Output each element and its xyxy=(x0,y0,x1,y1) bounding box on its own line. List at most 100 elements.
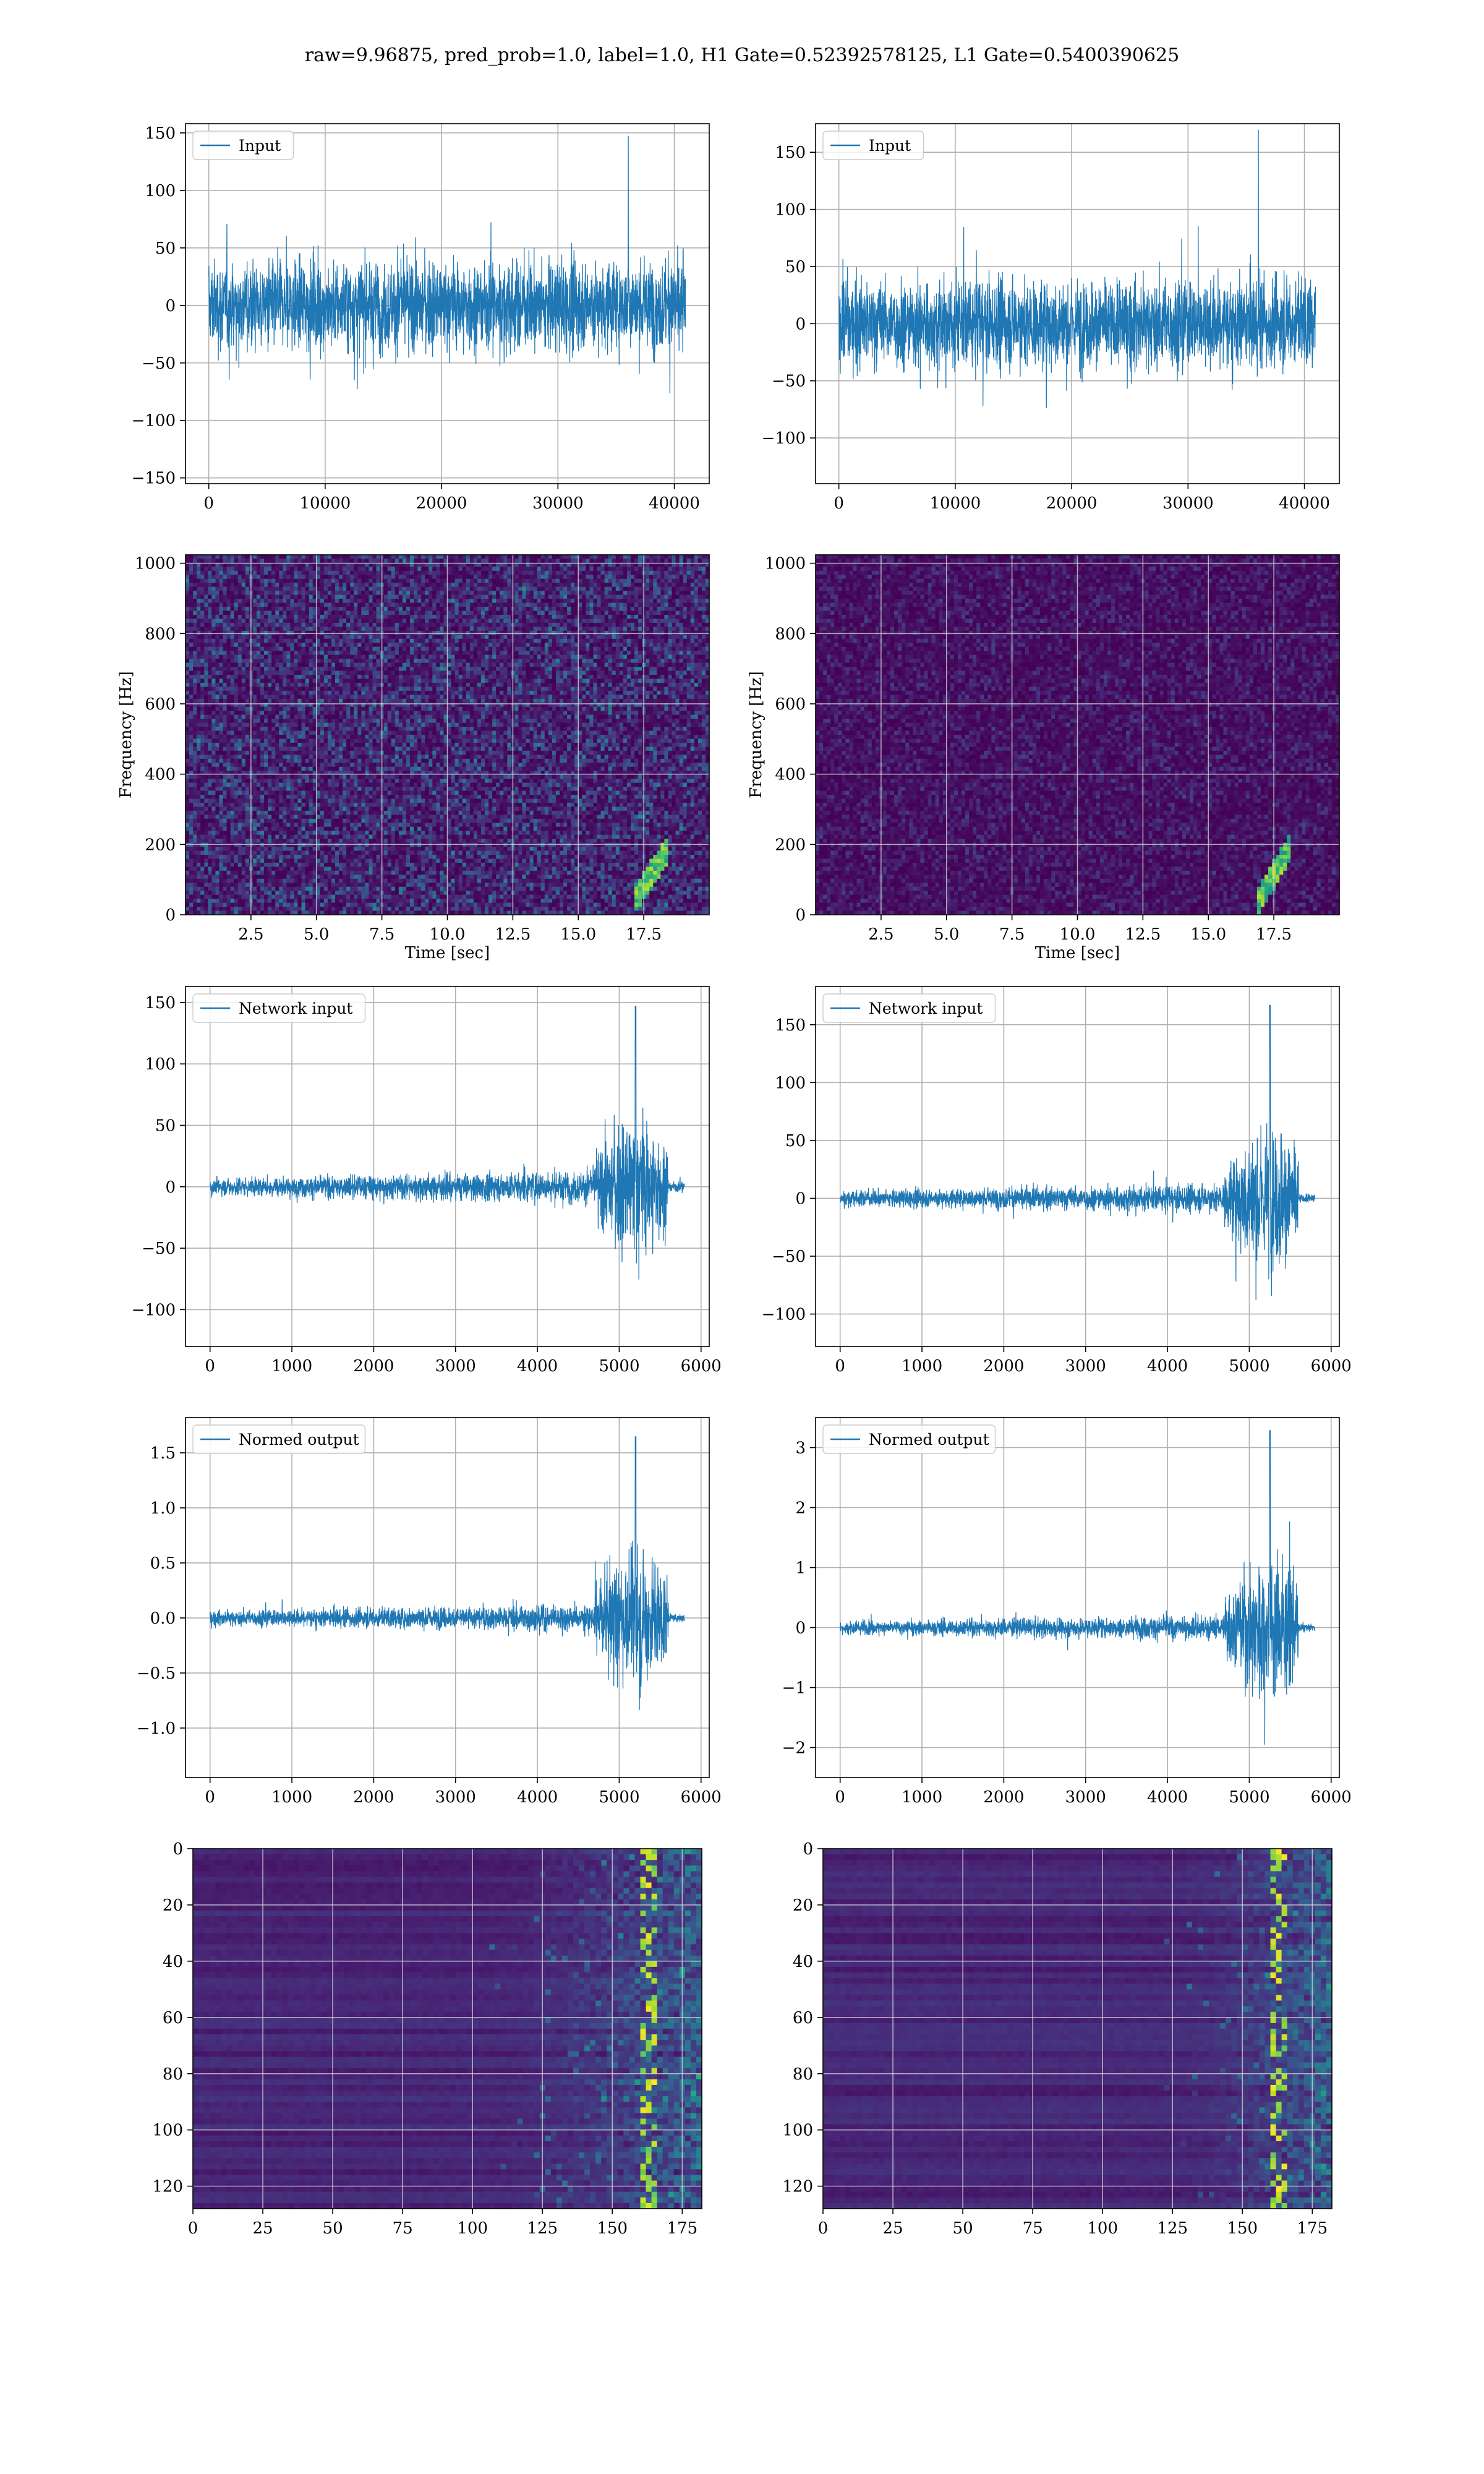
heatmap-cell xyxy=(567,610,571,615)
heatmap-cell xyxy=(664,643,669,648)
heatmap-cell xyxy=(657,638,661,643)
heatmap-cell xyxy=(275,687,279,691)
heatmap-cell xyxy=(462,659,467,664)
heatmap-cell xyxy=(320,627,325,631)
heatmap-cell xyxy=(492,555,497,560)
heatmap-cell xyxy=(571,594,575,599)
heatmap-cell xyxy=(361,659,365,664)
heatmap-cell xyxy=(230,562,235,567)
heatmap-cell xyxy=(683,602,688,607)
heatmap-cell xyxy=(518,682,523,687)
heatmap-cell xyxy=(219,630,224,635)
heatmap-cell xyxy=(462,635,467,640)
heatmap-cell xyxy=(279,599,283,604)
heatmap-cell xyxy=(544,682,549,687)
heatmap-cell xyxy=(215,659,220,664)
heatmap-cell xyxy=(432,586,437,591)
heatmap-cell xyxy=(597,670,602,675)
heatmap-cell xyxy=(429,635,433,640)
heatmap-cell xyxy=(297,599,302,604)
legend: Input xyxy=(192,131,294,160)
heatmap-cell xyxy=(294,638,299,643)
heatmap-cell xyxy=(339,643,343,648)
heatmap-cell xyxy=(690,618,695,623)
heatmap-cell xyxy=(626,635,631,640)
heatmap-cell xyxy=(612,630,616,635)
heatmap-cell xyxy=(279,662,283,667)
heatmap-cell xyxy=(290,567,295,571)
heatmap-cell xyxy=(204,607,208,612)
heatmap-cell xyxy=(701,578,706,583)
heatmap-cell xyxy=(256,575,261,580)
heatmap-cell xyxy=(223,599,228,604)
heatmap-cell xyxy=(600,555,605,560)
heatmap-cell xyxy=(582,607,586,612)
heatmap-cell xyxy=(619,627,624,631)
heatmap-cell xyxy=(593,662,598,667)
heatmap-cell xyxy=(323,667,328,672)
heatmap-cell xyxy=(402,610,407,615)
heatmap-cell xyxy=(604,659,609,664)
heatmap-cell xyxy=(560,602,564,607)
heatmap-cell xyxy=(294,570,299,575)
heatmap-cell xyxy=(675,562,680,567)
heatmap-cell xyxy=(414,622,418,627)
heatmap-cell xyxy=(664,646,669,651)
heatmap-cell xyxy=(410,567,414,571)
heatmap-cell xyxy=(436,567,440,571)
heatmap-cell xyxy=(211,618,216,623)
heatmap-cell xyxy=(537,654,542,659)
heatmap-cell xyxy=(387,659,392,664)
heatmap-cell xyxy=(286,607,291,612)
heatmap-cell xyxy=(537,583,542,588)
heatmap-cell xyxy=(608,662,613,667)
heatmap-cell xyxy=(230,678,235,683)
heatmap-cell xyxy=(518,591,523,596)
heatmap-cell xyxy=(537,578,542,583)
heatmap-cell xyxy=(215,627,220,631)
heatmap-cell xyxy=(672,678,676,683)
heatmap-cell xyxy=(417,591,422,596)
heatmap-cell xyxy=(193,567,197,571)
heatmap-cell xyxy=(436,659,440,664)
heatmap-cell xyxy=(548,678,553,683)
heatmap-cell xyxy=(260,586,265,591)
heatmap-cell xyxy=(466,615,471,620)
heatmap-cell xyxy=(608,690,613,695)
heatmap-cell xyxy=(219,586,224,591)
heatmap-cell xyxy=(376,607,381,612)
heatmap-cell xyxy=(369,682,373,687)
heatmap-cell xyxy=(571,578,575,583)
heatmap-cell xyxy=(522,583,527,588)
heatmap-cell xyxy=(230,646,235,651)
heatmap-cell xyxy=(271,575,276,580)
heatmap-cell xyxy=(323,559,328,563)
heatmap-cell xyxy=(204,670,208,675)
heatmap-cell xyxy=(454,654,459,659)
heatmap-cell xyxy=(571,687,575,691)
heatmap-cell xyxy=(507,662,511,667)
heatmap-cell xyxy=(189,630,194,635)
heatmap-cell xyxy=(529,643,534,648)
heatmap-cell xyxy=(312,570,317,575)
heatmap-cell xyxy=(230,638,235,643)
heatmap-cell xyxy=(582,654,586,659)
heatmap-cell xyxy=(294,615,299,620)
heatmap-cell xyxy=(518,575,523,580)
heatmap-cell xyxy=(294,643,299,648)
heatmap-cell xyxy=(305,594,310,599)
legend-label: Input xyxy=(239,137,281,155)
heatmap-cell xyxy=(507,583,511,588)
heatmap-cell xyxy=(630,654,635,659)
heatmap-cell xyxy=(335,610,339,615)
heatmap-cell xyxy=(327,610,332,615)
heatmap-cell xyxy=(458,607,463,612)
heatmap-cell xyxy=(646,578,650,583)
heatmap-cell xyxy=(626,567,631,571)
heatmap-cell xyxy=(694,599,699,604)
heatmap-cell xyxy=(320,643,325,648)
heatmap-cell xyxy=(402,562,407,567)
heatmap-cell xyxy=(286,638,291,643)
heatmap-cell xyxy=(518,651,523,656)
heatmap-cell xyxy=(469,627,474,631)
